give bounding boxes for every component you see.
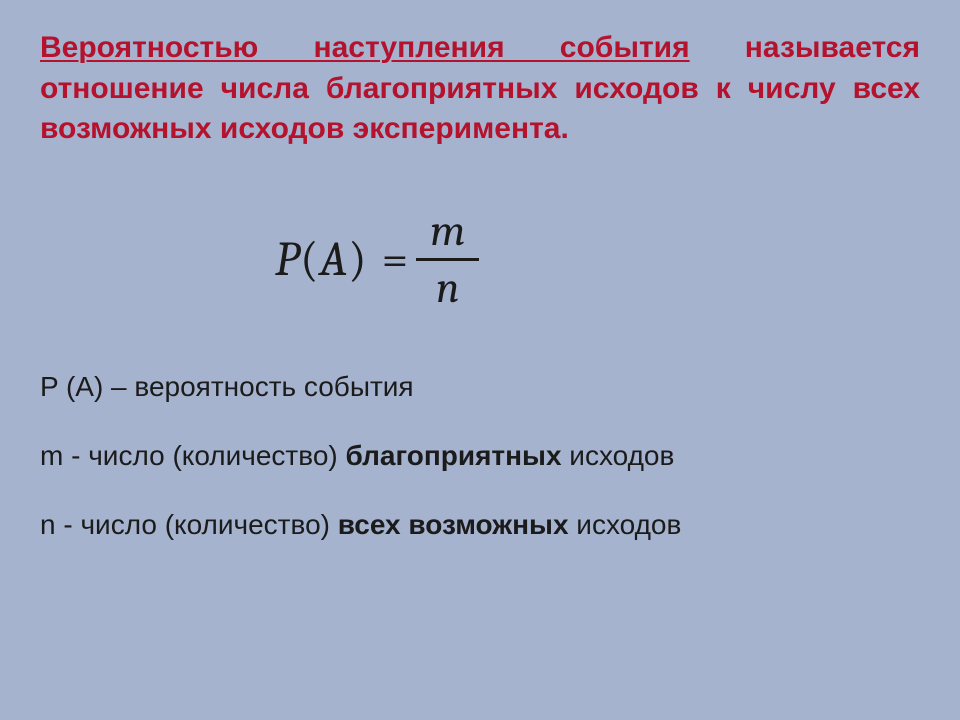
formula-lhs: P(A) xyxy=(275,232,368,287)
legend-pa-prefix: P (A) – xyxy=(40,371,134,402)
legend: P (A) – вероятность события m - число (к… xyxy=(40,369,920,542)
fraction-numerator: m xyxy=(416,208,479,254)
legend-pa-rest: вероятность события xyxy=(134,371,413,402)
symbol-P: P xyxy=(275,232,300,287)
legend-n-mid: число (количество) xyxy=(80,509,337,540)
legend-m-suffix: исходов xyxy=(562,440,675,471)
symbol-close-paren: ) xyxy=(348,232,367,287)
legend-n-prefix: n - xyxy=(40,509,80,540)
formula-fraction: m n xyxy=(416,208,479,311)
formula-inner: P(A) = m n xyxy=(275,208,479,311)
symbol-A: A xyxy=(320,232,349,287)
legend-m-prefix: m - xyxy=(40,440,88,471)
legend-n-suffix: исходов xyxy=(569,509,682,540)
symbol-equals: = xyxy=(382,232,409,287)
legend-m-mid: число (количество) xyxy=(88,440,345,471)
legend-line-m: m - число (количество) благоприятных исх… xyxy=(40,438,920,473)
fraction-bar xyxy=(416,258,479,261)
legend-m-bold: благоприятных xyxy=(346,440,562,471)
probability-formula: P(A) = m n xyxy=(40,208,920,311)
definition-underlined: Вероятностью наступления события xyxy=(40,31,690,64)
definition-text: Вероятностью наступления события называе… xyxy=(40,28,920,150)
legend-line-pa: P (A) – вероятность события xyxy=(40,369,920,404)
fraction-denominator: n xyxy=(422,265,473,311)
legend-line-n: n - число (количество) всех возможных ис… xyxy=(40,507,920,542)
legend-n-bold: всех возможных xyxy=(338,509,569,540)
slide: Вероятностью наступления события называе… xyxy=(0,0,960,720)
symbol-open-paren: ( xyxy=(300,232,319,287)
